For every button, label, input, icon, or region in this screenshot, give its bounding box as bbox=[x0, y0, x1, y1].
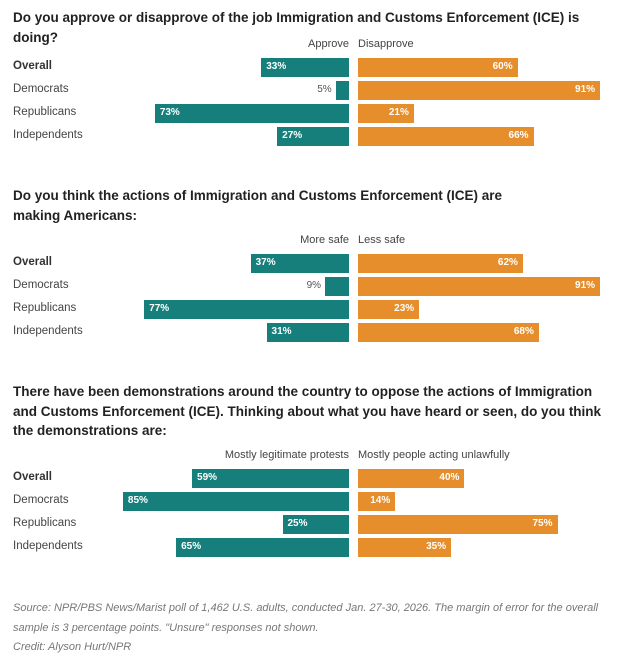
bar-approve bbox=[261, 58, 349, 77]
bar-mostly-legitimate-protests bbox=[192, 469, 349, 488]
row-republicans: Republicans 73% 21% bbox=[0, 104, 628, 123]
bar-less-safe bbox=[358, 254, 523, 273]
data-label: 75% bbox=[532, 518, 553, 529]
category-label: Democrats bbox=[13, 494, 69, 506]
bar-more-safe bbox=[266, 323, 349, 342]
category-label: Overall bbox=[13, 471, 52, 483]
bar-disapprove bbox=[358, 58, 518, 77]
data-label: 31% bbox=[271, 326, 292, 337]
category-label: Republicans bbox=[13, 302, 77, 314]
bar-approve bbox=[277, 127, 349, 146]
credit: Credit: Alyson Hurt/NPR bbox=[13, 641, 132, 653]
category-label: Independents bbox=[13, 325, 83, 337]
data-label: 23% bbox=[394, 303, 415, 314]
data-label: 9% bbox=[306, 280, 322, 291]
row-republicans: Republicans 77% 23% bbox=[0, 300, 628, 319]
data-label: 35% bbox=[426, 541, 447, 552]
bar-approve bbox=[154, 104, 349, 123]
category-label: Independents bbox=[13, 129, 83, 141]
legend-left: Mostly legitimate protests bbox=[224, 449, 349, 461]
data-label: 21% bbox=[388, 107, 409, 118]
row-democrats: Democrats 5% 91% bbox=[0, 81, 628, 100]
legend-right: Mostly people acting unlawfully bbox=[358, 449, 510, 461]
data-label: 91% bbox=[575, 280, 596, 291]
data-label: 27% bbox=[282, 130, 303, 141]
category-label: Overall bbox=[13, 256, 52, 268]
row-independents: Independents 27% 66% bbox=[0, 127, 628, 146]
category-label: Republicans bbox=[13, 106, 77, 118]
data-label: 5% bbox=[317, 84, 332, 95]
row-republicans: Republicans 25% 75% bbox=[0, 515, 628, 534]
row-democrats: Democrats 9% 91% bbox=[0, 277, 628, 296]
data-label: 59% bbox=[197, 472, 218, 483]
chart-1-title: Do you approve or disapprove of the job … bbox=[13, 10, 580, 45]
data-label: 66% bbox=[508, 130, 529, 141]
data-label: 37% bbox=[255, 257, 276, 268]
bar-more-safe bbox=[325, 277, 349, 296]
bar-mostly-legitimate-protests bbox=[282, 515, 349, 534]
chart-3-title: There have been demonstrations around th… bbox=[13, 384, 602, 438]
bar-mostly-people-acting-unlawfully bbox=[358, 515, 558, 534]
bar-disapprove bbox=[358, 127, 534, 146]
category-label: Democrats bbox=[13, 279, 69, 291]
source-note: Source: NPR/PBS News/Marist poll of 1,46… bbox=[13, 602, 599, 634]
data-label: 68% bbox=[513, 326, 534, 337]
data-label: 25% bbox=[287, 518, 308, 529]
data-label: 73% bbox=[159, 107, 180, 118]
bar-mostly-people-acting-unlawfully bbox=[358, 538, 452, 557]
row-overall: Overall 33% 60% bbox=[0, 58, 628, 77]
data-label: 40% bbox=[439, 472, 460, 483]
bar-more-safe bbox=[250, 254, 349, 273]
data-label: 62% bbox=[497, 257, 518, 268]
bar-less-safe bbox=[358, 277, 601, 296]
legend-right: Disapprove bbox=[358, 38, 414, 50]
legend-left: More safe bbox=[300, 234, 349, 246]
data-label: 33% bbox=[266, 61, 287, 72]
category-label: Independents bbox=[13, 540, 83, 552]
bar-less-safe bbox=[358, 300, 420, 319]
bar-more-safe bbox=[144, 300, 349, 319]
row-overall: Overall 59% 40% bbox=[0, 469, 628, 488]
bar-disapprove bbox=[358, 104, 414, 123]
bar-mostly-people-acting-unlawfully bbox=[358, 492, 396, 511]
row-independents: Independents 31% 68% bbox=[0, 323, 628, 342]
legend-right: Less safe bbox=[358, 234, 406, 246]
category-label: Republicans bbox=[13, 517, 77, 529]
row-democrats: Democrats 85% 14% bbox=[0, 492, 628, 511]
category-label: Democrats bbox=[13, 83, 69, 95]
bar-mostly-legitimate-protests bbox=[176, 538, 349, 557]
row-independents: Independents 65% 35% bbox=[0, 538, 628, 557]
bar-mostly-legitimate-protests bbox=[122, 492, 349, 511]
data-label: 14% bbox=[370, 495, 391, 506]
bar-disapprove bbox=[358, 81, 601, 100]
data-label: 91% bbox=[575, 84, 596, 95]
bar-less-safe bbox=[358, 323, 539, 342]
bar-mostly-people-acting-unlawfully bbox=[358, 469, 465, 488]
chart-2-title: Do you think the actions of Immigration … bbox=[13, 188, 503, 223]
row-overall: Overall 37% 62% bbox=[0, 254, 628, 273]
data-label: 77% bbox=[149, 303, 170, 314]
data-label: 85% bbox=[127, 495, 148, 506]
legend-left: Approve bbox=[308, 38, 349, 50]
data-label: 65% bbox=[181, 541, 202, 552]
data-label: 60% bbox=[492, 61, 513, 72]
bar-approve bbox=[335, 81, 349, 100]
category-label: Overall bbox=[13, 60, 52, 72]
